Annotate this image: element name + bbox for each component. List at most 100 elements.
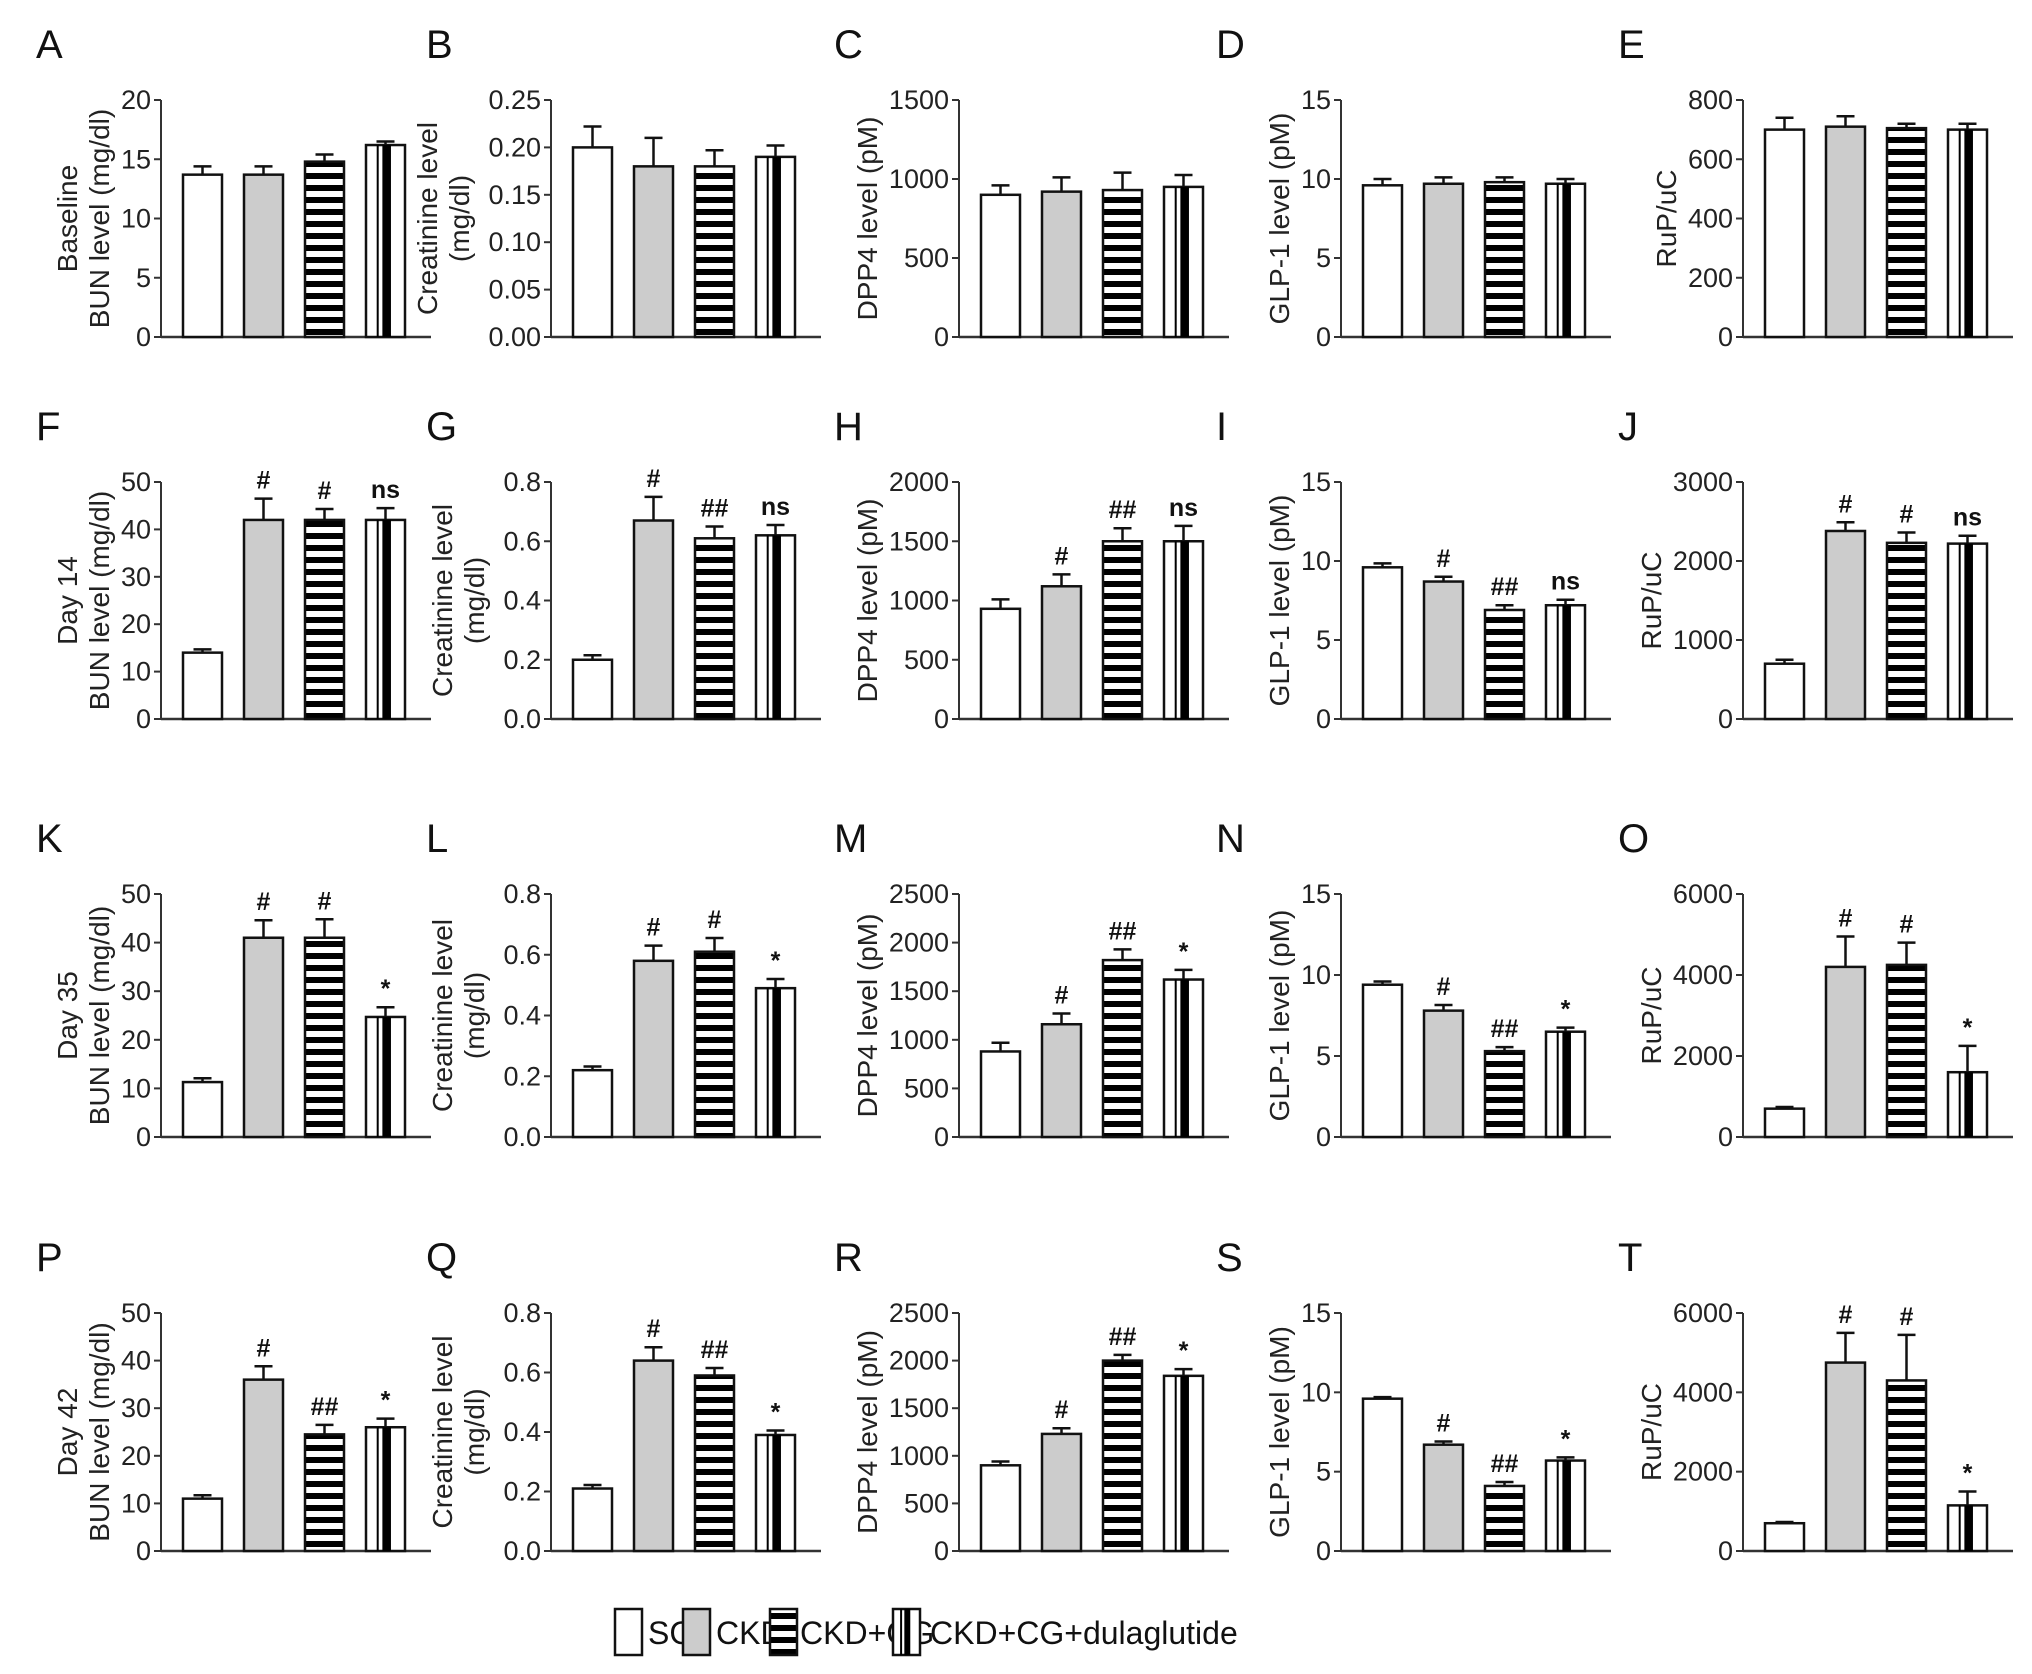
legend-item: SC <box>613 1607 692 1657</box>
bar-ckd-cg <box>1101 188 1144 339</box>
significance-label: # <box>257 888 271 916</box>
y-tick-label: 1500 <box>889 976 949 1006</box>
y-tick-label: 0.0 <box>503 1536 541 1566</box>
y-tick-label: 1500 <box>889 526 949 556</box>
y-tick-label: 0.8 <box>503 467 541 497</box>
bar-sc <box>979 1050 1022 1139</box>
panel-letter: Q <box>426 1236 457 1280</box>
bar-sc <box>1763 1521 1806 1553</box>
bar-sc <box>979 1464 1022 1553</box>
panel-letter: A <box>36 23 63 67</box>
significance-label: ## <box>311 1393 339 1421</box>
y-tick-label: 2000 <box>889 1346 949 1376</box>
panel-letter: F <box>36 405 60 449</box>
y-tick-label: 500 <box>904 243 949 273</box>
y-tick-label: 15 <box>1301 85 1331 115</box>
significance-label: * <box>1963 1460 1973 1488</box>
y-tick-label: 0 <box>934 322 949 352</box>
y-tick-label: 800 <box>1688 85 1733 115</box>
panel-letter: L <box>426 817 448 861</box>
bar-ckd-cg <box>1101 540 1144 721</box>
y-tick-label: 4000 <box>1673 960 1733 990</box>
y-tick-label: 6000 <box>1673 879 1733 909</box>
bar-ckd <box>242 173 285 339</box>
bar-ckd <box>242 936 285 1139</box>
significance-label: # <box>1900 911 1914 939</box>
bar-ckd-cg <box>1101 1359 1144 1553</box>
bar-ckd-cg-dulaglutide-stripe <box>1562 1460 1571 1551</box>
y-axis-label: Day 14 <box>52 556 83 645</box>
y-tick-label: 20 <box>121 85 151 115</box>
y-tick-label: 15 <box>1301 467 1331 497</box>
y-axis-label: DPP4 level (pM) <box>852 1330 883 1534</box>
bar-sc <box>1361 566 1404 721</box>
bar-sc <box>979 607 1022 721</box>
y-axis-label: BUN level (mg/dl) <box>84 1322 115 1541</box>
bar-ckd-cg-dulaglutide-stripe <box>1964 129 1973 337</box>
bar-ckd-cg <box>1101 958 1144 1139</box>
panel-letter: P <box>36 1236 63 1280</box>
y-tick-label: 50 <box>121 879 151 909</box>
bar-ckd-cg-dulaglutide-stripe <box>382 1427 391 1551</box>
bar-sc <box>1361 1397 1404 1553</box>
significance-label: ## <box>1491 573 1519 601</box>
y-axis-label: Creatinine level <box>427 1336 458 1529</box>
y-tick-label: 10 <box>121 1488 151 1518</box>
y-axis-label: GLP-1 level (pM) <box>1264 1326 1295 1538</box>
bar-ckd <box>632 959 675 1139</box>
bar-ckd-cg <box>1885 963 1928 1139</box>
significance-label: * <box>1561 1425 1571 1453</box>
bar-sc <box>571 658 614 721</box>
bar-ckd <box>1422 1009 1465 1139</box>
significance-label: * <box>1179 938 1189 966</box>
y-tick-label: 10 <box>121 657 151 687</box>
panel-letter: B <box>426 23 453 67</box>
y-tick-label: 200 <box>1688 263 1733 293</box>
significance-label: * <box>771 1399 781 1427</box>
y-axis-label: Creatinine level <box>427 504 458 697</box>
y-tick-label: 0 <box>136 322 151 352</box>
panel-letter: K <box>36 817 63 861</box>
y-tick-label: 1000 <box>1673 625 1733 655</box>
bar-ckd <box>242 1378 285 1553</box>
significance-label: # <box>708 906 722 934</box>
legend-swatch <box>613 1607 644 1657</box>
significance-label: * <box>1561 996 1571 1024</box>
bar-ckd <box>1040 585 1083 721</box>
legend-swatch <box>768 1607 799 1657</box>
bar-ckd <box>632 1359 675 1553</box>
significance-label: * <box>381 975 391 1003</box>
bar-ckd-cg <box>1483 180 1526 339</box>
y-tick-label: 2000 <box>1673 546 1733 576</box>
bar-ckd-cg <box>1885 126 1928 339</box>
y-tick-label: 0 <box>934 1122 949 1152</box>
y-tick-label: 20 <box>121 609 151 639</box>
bar-ckd <box>1422 580 1465 721</box>
bar-ckd-cg <box>693 1374 736 1553</box>
y-axis-label: DPP4 level (pM) <box>852 117 883 321</box>
y-tick-label: 0.4 <box>503 586 541 616</box>
significance-label: # <box>1900 501 1914 529</box>
significance-label: ## <box>701 1336 729 1364</box>
bar-ckd-cg-dulaglutide-stripe <box>772 535 781 719</box>
significance-label: # <box>1900 1303 1914 1331</box>
panel-letter: I <box>1216 405 1227 449</box>
y-tick-label: 1500 <box>889 85 949 115</box>
y-tick-label: 2500 <box>889 1298 949 1328</box>
bar-sc <box>1763 662 1806 721</box>
significance-label: # <box>1055 1396 1069 1424</box>
bar-ckd-cg <box>303 936 346 1139</box>
significance-label: ## <box>1109 496 1137 524</box>
panel-o: O 0 2000 4000 6000 RuP/uC # # * <box>1618 817 2013 1152</box>
y-axis-label: Creatinine level <box>412 122 443 315</box>
bar-ckd <box>1040 1022 1083 1139</box>
bar-ckd-cg <box>1885 541 1928 721</box>
bar-sc <box>181 173 224 339</box>
y-tick-label: 40 <box>121 1346 151 1376</box>
bar-ckd-cg <box>693 950 736 1139</box>
panel-letter: T <box>1618 1236 1642 1280</box>
panel-q: Q 0.0 0.2 0.4 0.6 0.8 Creatinine level (mg/dl) #… <box>426 1236 821 1566</box>
